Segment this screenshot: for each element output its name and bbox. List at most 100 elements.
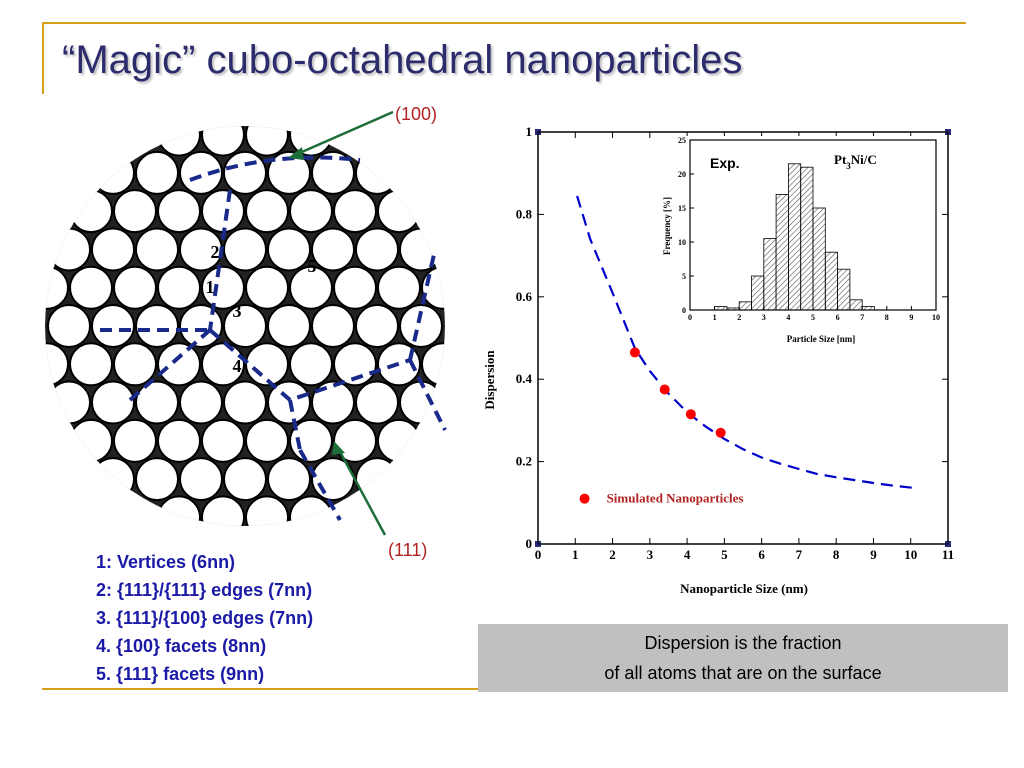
atom (69, 418, 113, 463)
atom (333, 265, 377, 310)
atom (377, 265, 421, 310)
y-tick-label: 0.8 (516, 206, 533, 221)
inset-x-tick-label: 9 (909, 313, 913, 322)
title-accent-line (42, 22, 966, 24)
y-tick-label: 1 (526, 124, 533, 139)
site-number-label: 1 (206, 277, 215, 297)
atom (135, 457, 179, 502)
atom (355, 150, 399, 195)
atom (399, 380, 443, 425)
x-tick-label: 11 (942, 547, 954, 562)
arrow-to-100-facet (294, 110, 394, 157)
histogram-bar (812, 207, 826, 311)
histogram-bar (751, 275, 765, 311)
atom (157, 342, 201, 387)
atom (267, 457, 311, 502)
facet-111-label: (111) (388, 540, 428, 560)
x-tick-label: 5 (721, 547, 728, 562)
atom (179, 457, 223, 502)
caption-line-1: Dispersion is the fraction (644, 633, 842, 653)
atom (245, 495, 289, 526)
atom (223, 457, 267, 502)
facet-edge-dash (189, 155, 361, 182)
inset-title-right: Pt3Ni/C (834, 152, 877, 171)
legend-item-111-100-edges: 3. {111}/{100} edges (7nn) (96, 608, 314, 628)
caption-line-2: of all atoms that are on the surface (604, 663, 882, 683)
site-legend: 1: Vertices (6nn) 2: {111}/{111} edges (… (96, 548, 313, 688)
inset-x-tick-label: 4 (786, 313, 790, 322)
legend-marker (579, 493, 590, 504)
inset-y-tick-label: 0 (682, 306, 686, 315)
atom (267, 304, 311, 348)
atom (333, 342, 377, 387)
x-tick-label: 0 (535, 547, 542, 562)
atom (245, 418, 289, 463)
atom (135, 380, 179, 425)
inset-x-tick-label: 0 (688, 313, 692, 322)
simulated-data-point (715, 427, 726, 438)
arrow-head-100 (288, 147, 304, 160)
arrow-head-111 (332, 441, 345, 455)
x-tick-label: 9 (870, 547, 877, 562)
atom (47, 380, 91, 425)
atom (333, 418, 377, 463)
x-tick-label: 10 (904, 547, 917, 562)
atom (91, 227, 135, 272)
atom (179, 304, 223, 348)
atom (289, 189, 333, 234)
facet-100-label: (100) (395, 104, 438, 124)
legend-item-111-111-edges: 2: {111}/{111} edges (7nn) (96, 580, 313, 600)
atom (311, 227, 355, 272)
legend-item-100-facets: 4. {100} facets (8nn) (96, 636, 267, 656)
atom (355, 227, 399, 272)
atom (91, 150, 135, 195)
atom (311, 304, 355, 348)
atom (157, 495, 201, 526)
legend-label: Simulated Nanoparticles (607, 491, 744, 506)
inset-x-tick-label: 7 (860, 313, 864, 322)
histogram-bar (837, 268, 851, 311)
atom (267, 150, 311, 195)
y-tick-label: 0 (526, 536, 533, 551)
atom (289, 495, 333, 526)
simulated-data-point (659, 384, 670, 395)
atom (289, 265, 333, 310)
histogram-bar (775, 194, 789, 311)
atom (135, 304, 179, 348)
atom (223, 380, 267, 425)
inset-x-tick-label: 6 (836, 313, 840, 322)
atom (421, 342, 445, 387)
atom (201, 126, 245, 157)
inset-y-tick-label: 10 (678, 238, 686, 247)
inset-x-tick-label: 2 (737, 313, 741, 322)
site-number-label: 3 (233, 301, 242, 321)
atom (47, 304, 91, 348)
simulated-data-point (629, 347, 640, 358)
inset-y-tick-label: 25 (678, 136, 686, 145)
atom (69, 342, 113, 387)
atom (377, 418, 421, 463)
atom (113, 265, 157, 310)
histogram-bar (738, 301, 752, 311)
x-tick-label: 6 (758, 547, 765, 562)
inset-y-axis-label: Frequency [%] (662, 197, 672, 255)
atom (355, 304, 399, 348)
atom (135, 227, 179, 272)
atom (311, 150, 355, 195)
inset-histogram: 0 1 2 3 4 5 6 7 8 9 10 0 5 10 15 20 25 Exp. Pt3Ni/C Part… (662, 136, 940, 344)
atom (157, 189, 201, 234)
atom (355, 380, 399, 425)
atom (47, 227, 91, 272)
atom (179, 380, 223, 425)
dispersion-caption: Dispersion is the fraction of all atoms … (478, 624, 1008, 692)
arrow-to-111-facet (336, 447, 387, 536)
atom (245, 189, 289, 234)
inset-x-tick-label: 8 (885, 313, 889, 322)
atom (91, 457, 135, 502)
y-tick-label: 0.6 (516, 289, 533, 304)
atom (223, 150, 267, 195)
atom (135, 150, 179, 195)
inset-x-tick-label: 10 (932, 313, 940, 322)
atom (91, 304, 135, 348)
atom (245, 265, 289, 310)
